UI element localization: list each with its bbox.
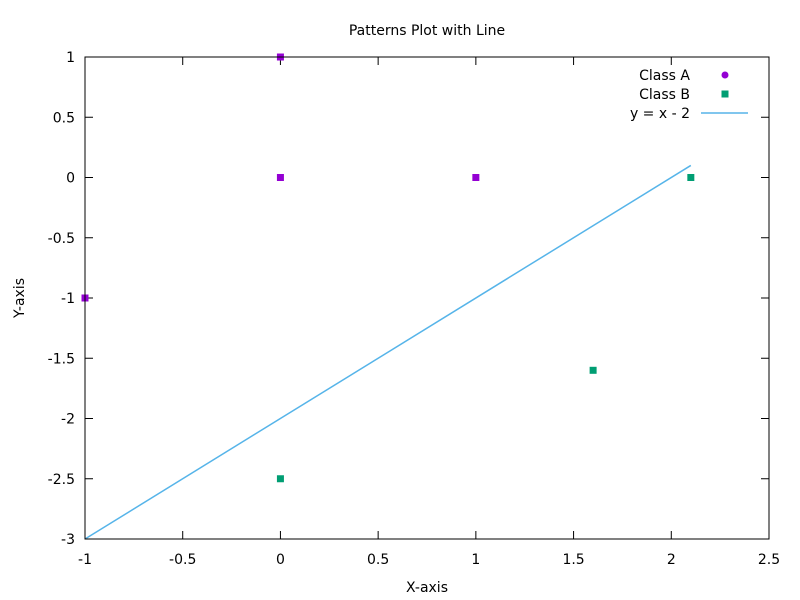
y-tick-label: 0 <box>66 171 75 187</box>
x-tick-label: 0.5 <box>367 552 389 568</box>
data-point-series-0 <box>472 174 480 181</box>
x-tick-label: -1 <box>78 552 92 568</box>
y-tick-label: -1.5 <box>48 351 75 367</box>
y-tick-label: 1 <box>66 50 75 66</box>
legend-square-swatch <box>721 90 729 98</box>
y-tick-label: -2 <box>61 412 75 428</box>
chart-title: Patterns Plot with Line <box>349 23 505 39</box>
y-tick-label: -0.5 <box>48 231 75 247</box>
x-tick-label: 2 <box>667 552 676 568</box>
data-point-series-1 <box>687 174 695 181</box>
legend-label: y = x - 2 <box>630 106 690 122</box>
y-tick-label: -2.5 <box>48 472 75 488</box>
y-tick-label: -1 <box>61 291 75 307</box>
plot-marks <box>81 53 695 540</box>
axis-ticks <box>84 56 770 540</box>
x-tick-label: 1.5 <box>562 552 584 568</box>
tick-labels: -1 -0.5 0 0.5 1 1.5 2 2.5 -3 -2.5 -2 -1.5 -1 -0.5 0 0.5… <box>48 50 780 568</box>
x-axis-title: X-axis <box>406 580 448 596</box>
legend: Class A Class B y = x - 2 <box>630 68 748 122</box>
y-axis-title: Y-axis <box>12 278 28 319</box>
data-point-series-0 <box>276 174 284 181</box>
x-tick-label: 0 <box>276 552 285 568</box>
x-tick-label: 1 <box>471 552 480 568</box>
legend-label: Class B <box>639 87 690 103</box>
y-tick-label: -3 <box>61 532 75 548</box>
data-point-series-1 <box>276 475 284 483</box>
x-tick-label: 2.5 <box>758 552 780 568</box>
series-line-2 <box>84 164 692 540</box>
legend-label: Class A <box>639 68 690 84</box>
legend-circle-swatch <box>721 71 729 79</box>
x-tick-label: -0.5 <box>169 552 196 568</box>
y-tick-label: 0.5 <box>53 110 75 126</box>
data-point-series-1 <box>589 366 597 374</box>
plot-frame <box>84 56 770 540</box>
